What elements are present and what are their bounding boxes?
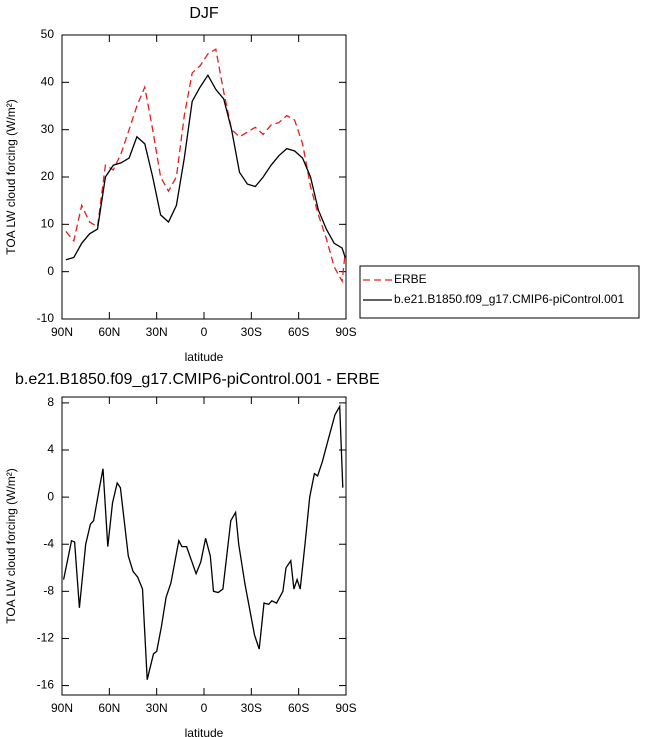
x-tick-label: 90N	[51, 701, 73, 715]
y-axis-label: TOA LW cloud forcing (W/m²)	[4, 468, 18, 624]
x-tick-label: 60S	[288, 701, 309, 715]
y-tick-label: 0	[47, 264, 54, 278]
y-tick-label: 4	[47, 442, 54, 456]
x-tick-label: 0	[201, 325, 208, 339]
data-line	[65, 48, 346, 284]
chart-title: DJF	[189, 5, 219, 22]
x-axis-label: latitude	[185, 350, 224, 364]
legend-label: b.e21.B1850.f09_g17.CMIP6-piControl.001	[394, 292, 624, 306]
y-axis-label: TOA LW cloud forcing (W/m²)	[4, 99, 18, 255]
x-tick-label: 90S	[335, 701, 356, 715]
chart-title: b.e21.B1850.f09_g17.CMIP6-piControl.001 …	[15, 371, 380, 388]
x-tick-label: 90N	[51, 325, 73, 339]
y-tick-label: 0	[47, 489, 54, 503]
y-tick-label: 20	[41, 169, 55, 183]
y-tick-label: -8	[43, 584, 54, 598]
x-tick-label: 30N	[146, 701, 168, 715]
legend-box	[359, 265, 640, 319]
y-tick-label: 50	[41, 27, 55, 41]
legend-label: ERBE	[394, 272, 427, 286]
x-axis-label: latitude	[185, 726, 224, 737]
x-tick-label: 30S	[241, 701, 262, 715]
y-tick-label: 10	[41, 217, 55, 231]
y-tick-label: -16	[37, 678, 55, 692]
y-tick-label: 8	[47, 395, 54, 409]
plot-frame	[61, 34, 347, 320]
x-tick-label: 60N	[98, 701, 120, 715]
data-line	[65, 73, 346, 261]
x-tick-label: 60N	[98, 325, 120, 339]
data-line	[62, 404, 344, 680]
x-tick-label: 90S	[335, 325, 356, 339]
y-tick-label: 40	[41, 75, 55, 89]
x-tick-label: 60S	[288, 325, 309, 339]
x-tick-label: 30S	[241, 325, 262, 339]
x-tick-label: 0	[201, 701, 208, 715]
y-tick-label: 30	[41, 122, 55, 136]
y-tick-label: -12	[37, 631, 55, 645]
y-tick-label: -4	[43, 536, 54, 550]
legend: ERBE b.e21.B1850.f09_g17.CMIP6-piControl.…	[359, 265, 640, 319]
y-tick-label: -10	[37, 311, 55, 325]
x-tick-label: 30N	[146, 325, 168, 339]
